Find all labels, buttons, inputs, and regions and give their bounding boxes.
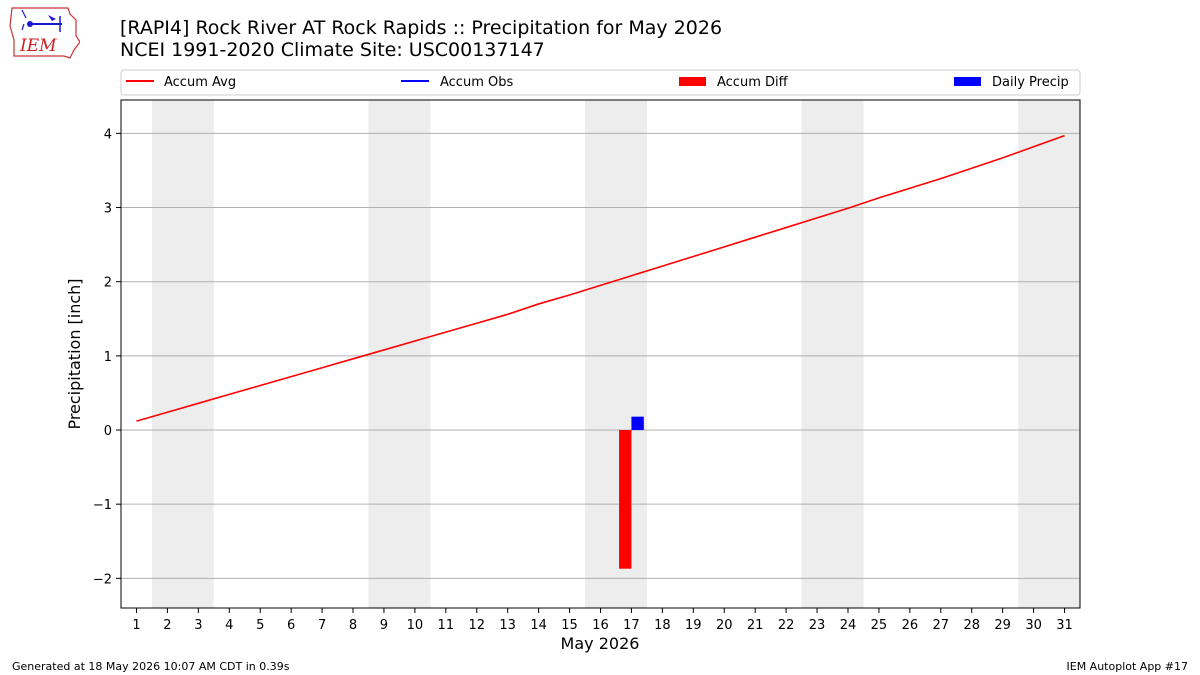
y-tick-label: 4 [104,127,112,142]
x-tick-label: 20 [716,618,733,633]
x-axis-label: May 2026 [561,634,640,653]
x-tick-label: 8 [349,618,357,633]
weekend-band [801,100,864,608]
y-tick-label: 3 [104,202,112,217]
x-tick-label: 9 [380,618,388,633]
x-tick-label: 26 [902,618,919,633]
legend-frame [120,69,1081,96]
legend-label-accum-diff: Accum Diff [717,75,789,90]
x-tick-label: 1 [132,618,140,633]
x-tick-label: 31 [1056,618,1073,633]
line-marks [136,134,1065,422]
x-tick-label: 10 [407,618,424,633]
y-axis-label: Precipitation [inch] [65,278,84,429]
generated-timestamp: Generated at 18 May 2026 10:07 AM CDT in… [12,660,290,673]
x-tick-label: 2 [163,618,171,633]
legend-label-accum-obs: Accum Obs [440,75,513,90]
y-tick-label: 0 [104,424,112,439]
x-tick-label: 4 [225,618,233,633]
daily-precip-bar [631,416,644,431]
x-tick-label: 27 [933,618,950,633]
legend-swatch-daily-precip [954,77,981,86]
y-tick-label: −1 [93,498,112,513]
x-tick-label: 14 [530,618,547,633]
x-tick-label: 13 [499,618,516,633]
x-tick-label: 19 [685,618,702,633]
x-tick-label: 12 [468,618,485,633]
app-credit: IEM Autoplot App #17 [1066,660,1189,673]
accum-avg-line [136,134,1065,422]
x-tick-label: 16 [592,618,609,633]
weekend-band [368,100,431,608]
weekend-bands [151,100,1080,608]
y-gridlines [121,132,1080,579]
x-tick-label: 24 [840,618,857,633]
accum-diff-bar [619,430,632,569]
iem-logo: IEM [8,6,81,64]
x-tick-label: 25 [871,618,888,633]
x-tick-label: 18 [654,618,671,633]
legend-label-accum-avg: Accum Avg [164,75,236,90]
x-tick-label: 11 [438,618,455,633]
chart-subtitle: NCEI 1991-2020 Climate Site: USC00137147 [120,39,545,61]
weekend-band [585,100,647,608]
x-tick-label: 5 [256,618,264,633]
y-tick-label: 1 [104,350,112,365]
legend: Accum Avg Accum Obs Accum Diff Daily Precip [120,69,1081,96]
y-axis-ticks: −2 −1 0 1 2 3 4 [93,127,121,587]
y-tick-label: −2 [93,572,112,587]
weekend-band [1018,100,1080,608]
x-tick-label: 15 [561,618,578,633]
weekend-band [151,100,214,608]
legend-label-daily-precip: Daily Precip [992,75,1069,90]
x-tick-label: 22 [778,618,795,633]
x-tick-label: 29 [994,618,1011,633]
x-tick-label: 17 [623,618,640,633]
x-tick-label: 7 [318,618,326,633]
logo-text: IEM [19,36,57,56]
bar-marks [619,416,644,569]
x-tick-label: 3 [194,618,202,633]
x-tick-label: 28 [963,618,980,633]
x-tick-label: 23 [809,618,826,633]
y-tick-label: 2 [104,276,112,291]
x-tick-label: 30 [1025,618,1042,633]
chart-title: [RAPI4] Rock River AT Rock Rapids :: Pre… [120,17,723,39]
legend-swatch-accum-diff [679,77,706,86]
x-tick-label: 6 [287,618,295,633]
x-tick-label: 21 [747,618,764,633]
x-axis-ticks: 1 2 3 4 5 6 7 8 9 10 11 12 13 14 15 16 17 18 19 20 21 22 23 24 2… [132,608,1073,633]
